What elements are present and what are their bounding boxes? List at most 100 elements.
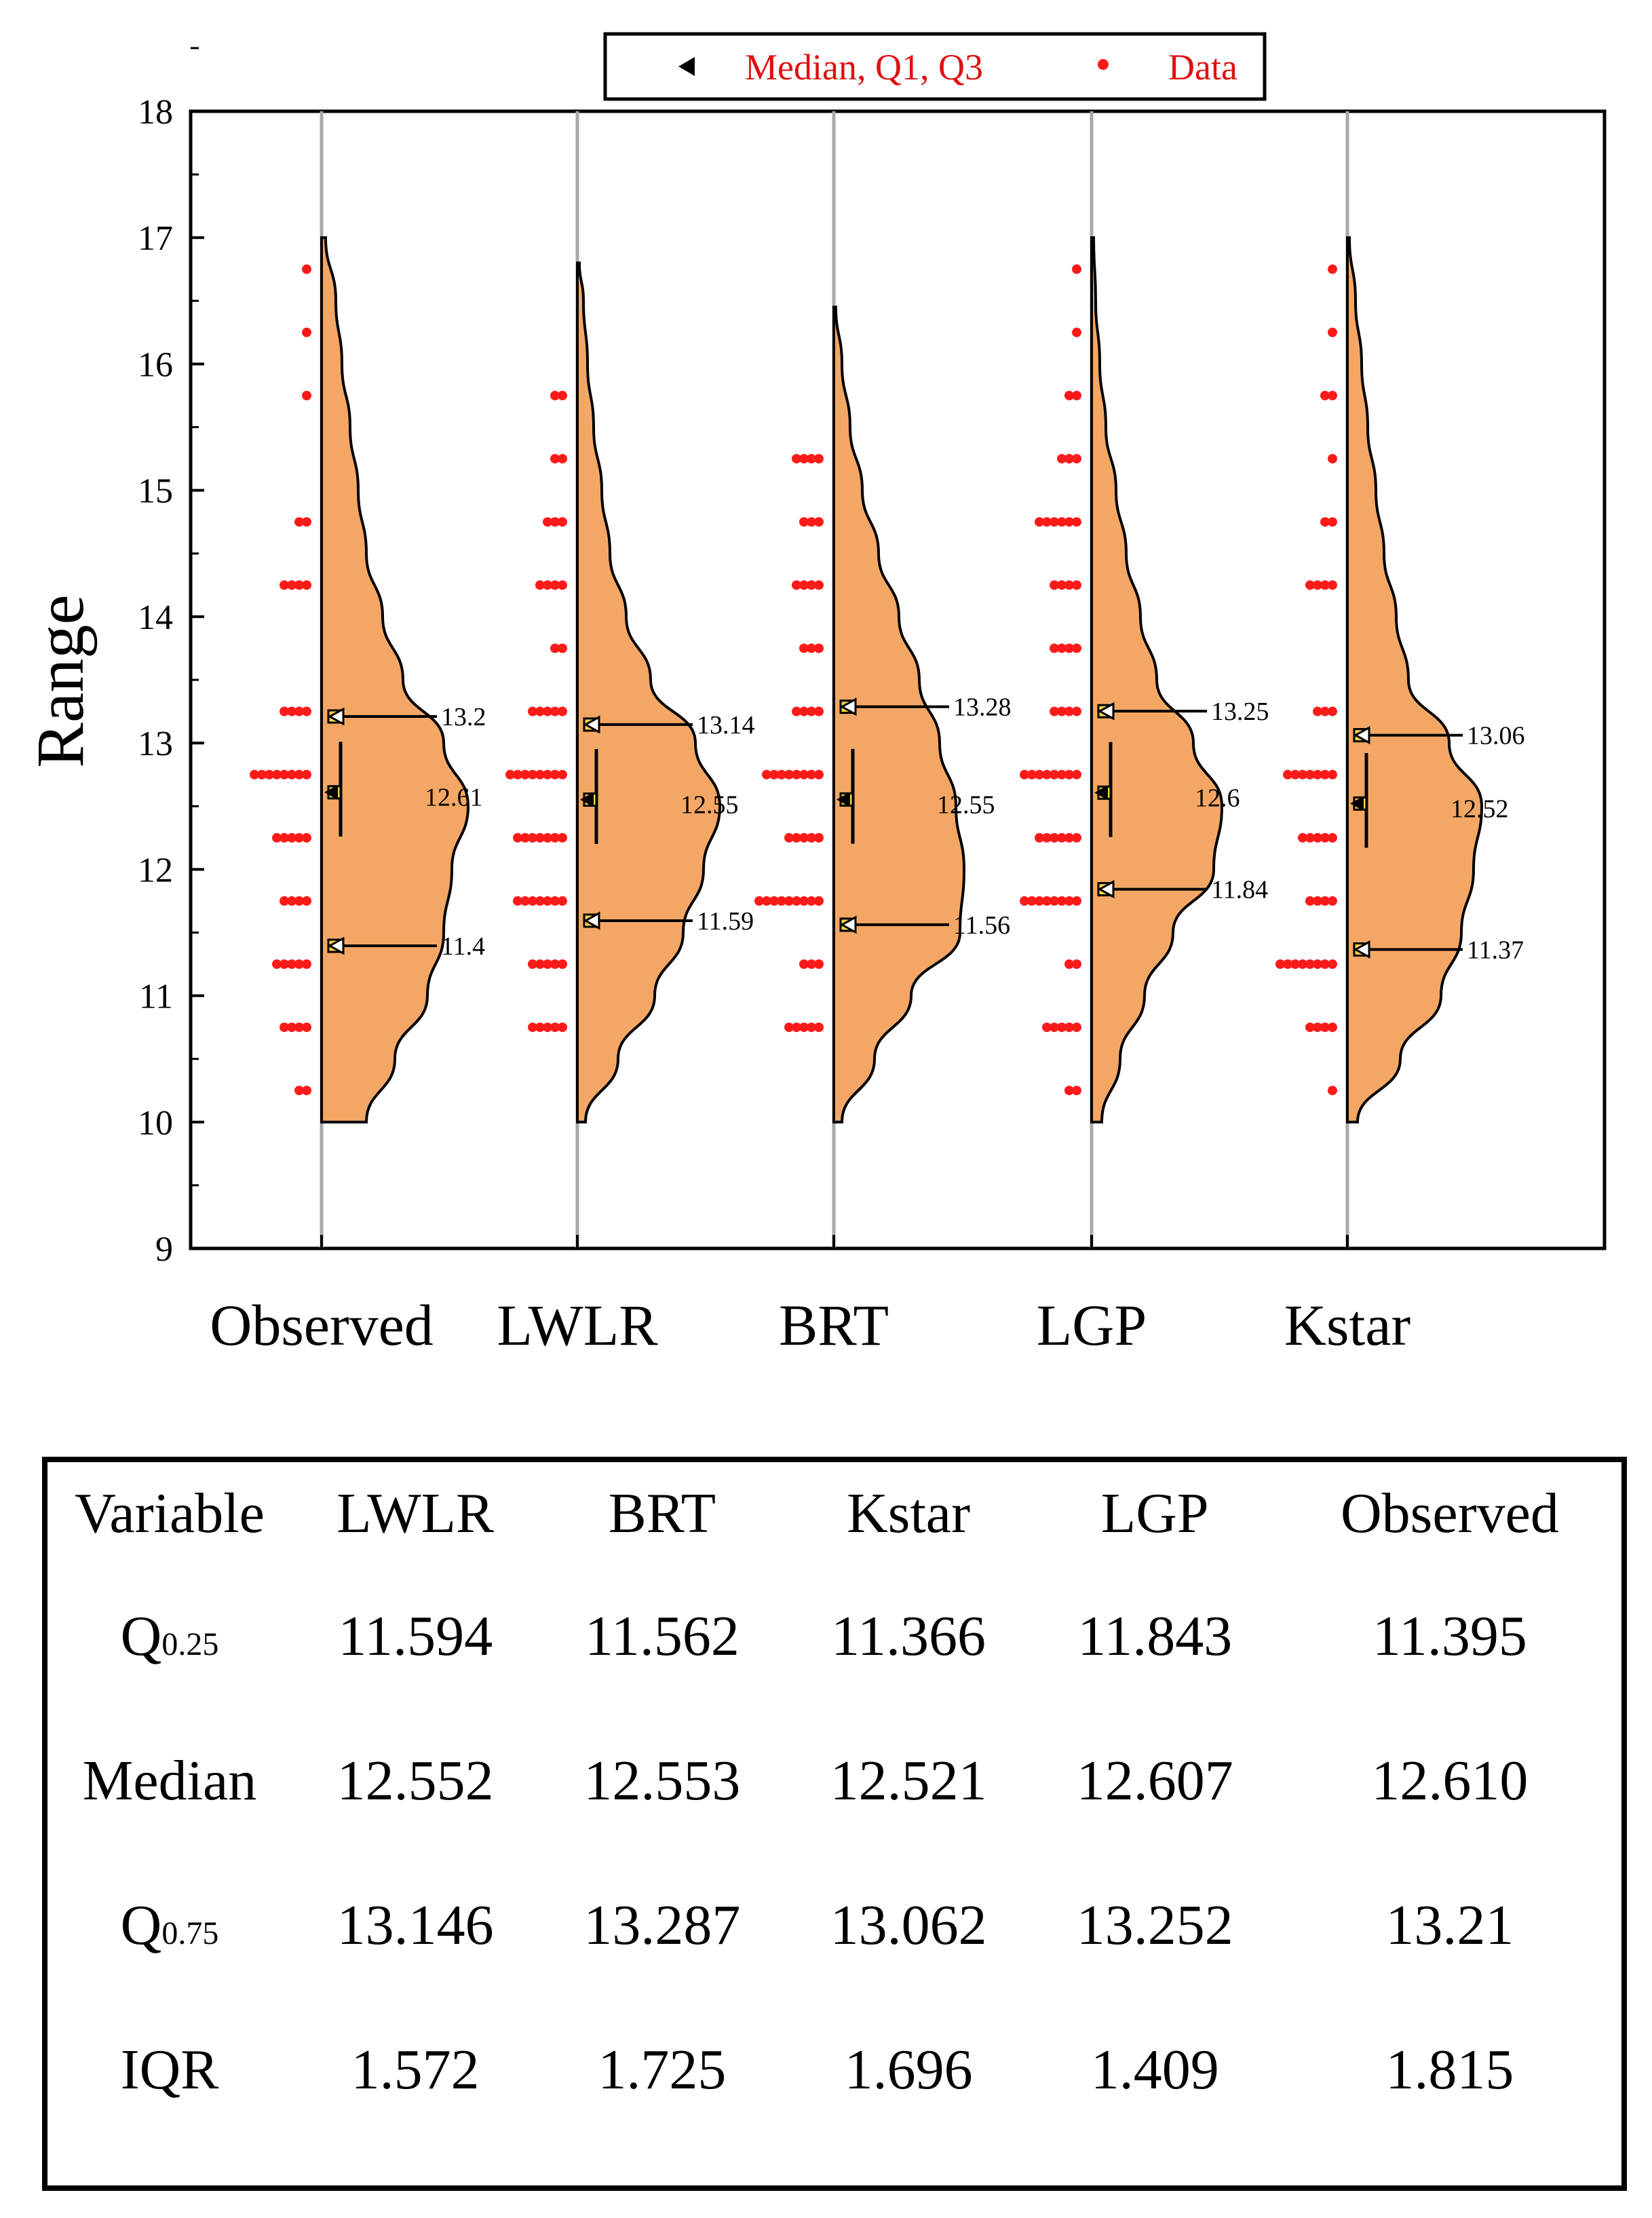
table-cell: 1.696 [844,2038,973,2101]
data-point [302,327,311,337]
y-tick-label: 15 [138,472,173,511]
data-point [1072,327,1081,337]
q1-value-label: 11.4 [441,932,485,961]
data-point [287,580,296,590]
x-axis-categories: Observed LWLR BRT LGP Kstar [210,1293,1410,1358]
violin-shape [1090,236,1224,1124]
data-point [302,391,311,400]
table-cell: 11.395 [1372,1605,1527,1668]
table-row-label: Q0.75 [47,1853,292,1997]
data-point [505,769,515,780]
data-point [1328,327,1337,337]
data-point [1283,959,1292,969]
data-point [1313,833,1322,843]
data-point [769,769,779,780]
data-point [1064,1022,1074,1033]
violin-lwlr: 13.14 11.59 12.55 [505,261,755,1124]
data-point [1290,769,1300,780]
data-point [302,706,311,716]
data-point [535,833,545,843]
data-point [1050,1022,1059,1033]
data-point [1072,896,1081,906]
data-point [807,517,816,527]
violin-shape [576,261,722,1124]
table-cell: 11.366 [831,1605,986,1668]
q1-value-label: 11.56 [953,911,1010,940]
table-row-label: Q0.25 [47,1564,292,1708]
table-cell: 11.562 [584,1605,739,1668]
data-point [1275,959,1285,969]
data-point [1072,580,1081,590]
x-category-label: LWLR [497,1293,658,1358]
data-point [287,896,296,906]
data-point [799,706,809,716]
data-point [543,706,552,716]
data-point [1042,769,1052,780]
data-point [1320,580,1330,590]
data-point [1042,833,1052,843]
table-row-label: Median [47,1708,292,1853]
table-cell: 11.594 [338,1605,493,1668]
table-cell: 11.843 [1077,1605,1233,1668]
data-point [1320,896,1330,906]
data-point [535,1022,545,1033]
data-point [799,454,809,464]
data-point [784,1022,794,1033]
row-label-subscript: 0.25 [161,1626,219,1662]
data-point [1050,580,1059,590]
data-point [550,391,560,400]
violin-shape [1346,236,1484,1124]
data-point [1328,264,1337,274]
data-point [1328,517,1337,527]
table-header-cell: BRT [608,1481,716,1545]
data-point [1320,391,1330,400]
data-point [1328,454,1337,464]
q1-value-label: 11.37 [1467,936,1524,964]
data-point [272,959,282,969]
median-value-label: 12.6 [1195,784,1240,812]
data-point [784,769,794,780]
q1-triangle-icon [327,936,345,955]
violin-shape [832,305,966,1124]
data-point [807,454,816,464]
data-point [1320,833,1330,843]
median-triangle-icon [1094,785,1108,801]
data-point [1072,1086,1081,1096]
data-point [550,769,560,780]
data-point [1020,769,1029,780]
data-point [799,517,809,527]
data-point [1072,706,1081,716]
q1-value-label: 11.84 [1211,876,1268,904]
table-cell: 13.146 [337,1894,494,1957]
data-point [520,833,530,843]
data-point [302,833,311,843]
data-point [1328,959,1337,969]
data-point [1064,706,1074,716]
data-point [294,580,304,590]
data-point [543,769,552,780]
q1-value-label: 11.59 [697,907,754,936]
data-point [558,769,567,780]
data-point [513,769,522,780]
data-point [1057,1022,1067,1033]
data-point [792,580,801,590]
data-point [550,833,560,843]
data-point [799,769,809,780]
table-cell: 1.572 [351,2038,480,2101]
q3-value-label: 13.14 [697,711,755,740]
data-point [1050,517,1059,527]
data-point [528,769,537,780]
data-point [1050,706,1059,716]
data-point [550,706,560,716]
data-point [1072,454,1081,464]
violin-shape [320,236,470,1124]
data-point [280,896,289,906]
data-point [1305,959,1315,969]
data-point [302,264,311,274]
data-point [528,959,537,969]
median-value-label: 12.61 [425,784,483,812]
data-point [543,1022,552,1033]
table-cell: 13.252 [1076,1894,1233,1957]
data-point [792,833,801,843]
x-category-label: LGP [1037,1293,1147,1358]
